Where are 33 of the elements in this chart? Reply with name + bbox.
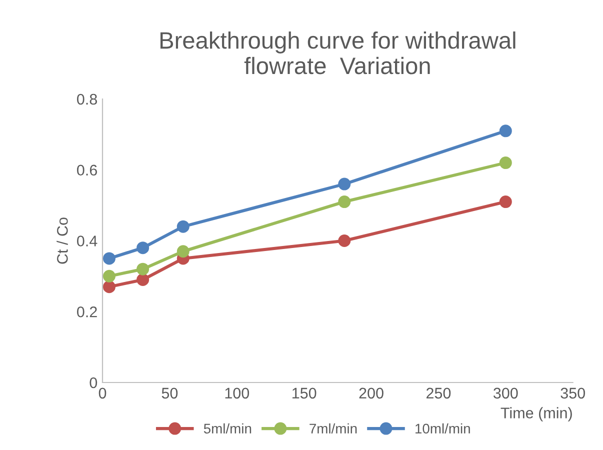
x-tick-label: 250 bbox=[426, 388, 451, 399]
point bbox=[338, 178, 351, 190]
point bbox=[176, 245, 190, 258]
point bbox=[499, 196, 512, 208]
point bbox=[102, 270, 116, 282]
x-tick-label: 300 bbox=[493, 388, 518, 399]
y-tick-label: 0 bbox=[90, 377, 98, 388]
y-axis-title: Ct / Co bbox=[56, 218, 68, 264]
x-tick-label: 100 bbox=[225, 388, 250, 399]
y-tick-label: 0.8 bbox=[77, 94, 97, 105]
point bbox=[338, 196, 351, 208]
x-tick-label: 200 bbox=[359, 388, 384, 399]
legend-label: 5ml/min bbox=[204, 423, 252, 434]
x-tick-label: 50 bbox=[162, 388, 178, 399]
legend-label: 10ml/min bbox=[416, 423, 470, 434]
point bbox=[136, 273, 150, 286]
point bbox=[338, 234, 351, 247]
point bbox=[499, 124, 512, 138]
point bbox=[102, 280, 116, 294]
x-axis-title: Time (min) bbox=[500, 407, 572, 422]
x-tick-label: 0 bbox=[98, 388, 106, 399]
point bbox=[136, 242, 150, 254]
point bbox=[136, 262, 150, 276]
chart-title: Breakthrough curve for withdrawal flowrate Variation bbox=[160, 31, 516, 74]
y-tick-label: 0.6 bbox=[77, 164, 97, 176]
x-tick-label: 150 bbox=[292, 388, 316, 399]
x-tick-label: 350 bbox=[560, 388, 585, 399]
point bbox=[499, 156, 512, 170]
y-tick-label: 0.2 bbox=[77, 306, 97, 318]
legend-label: 7ml/min bbox=[310, 423, 357, 434]
y-tick-label: 0.4 bbox=[77, 236, 98, 246]
point bbox=[102, 252, 116, 265]
point bbox=[176, 220, 190, 233]
